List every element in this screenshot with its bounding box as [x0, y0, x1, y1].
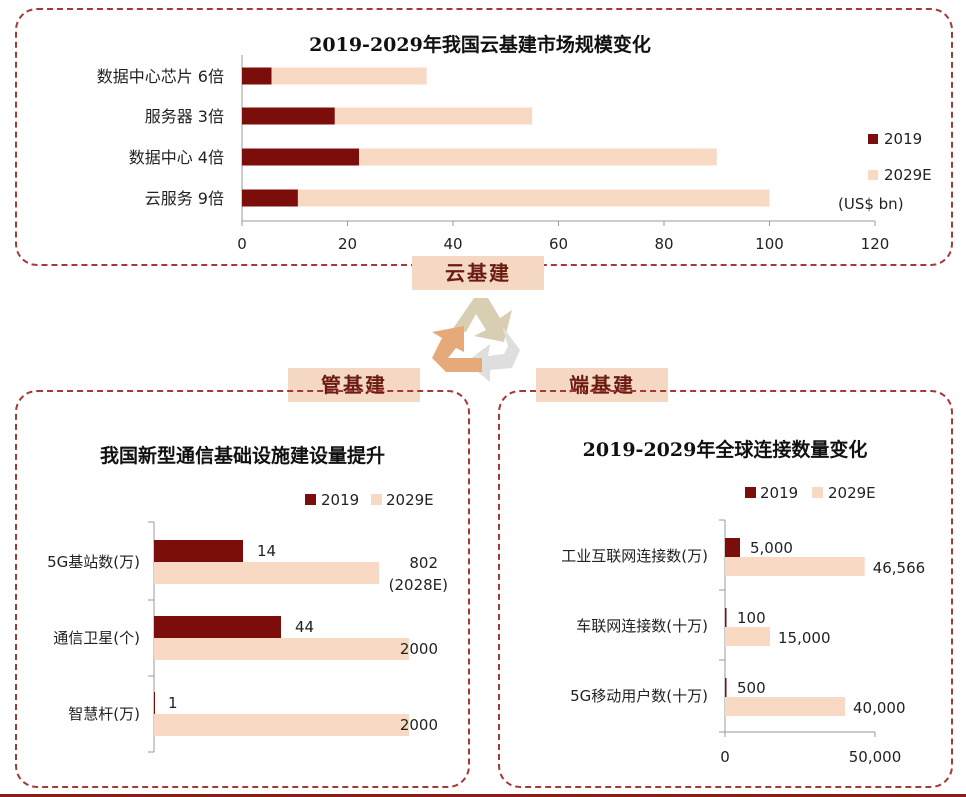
pipe-bar-2029e	[154, 638, 409, 660]
end-value-label-2019: 100	[737, 609, 766, 627]
pipe-value-note-2029e: (2028E)	[389, 576, 448, 594]
cloud-chart-title: 2019-2029年我国云基建市场规模变化	[309, 34, 651, 56]
end-bar-2029e	[725, 557, 865, 576]
cloud-x-tick-label: 20	[338, 235, 357, 253]
pipe-value-label-2019: 1	[168, 694, 178, 712]
cloud-x-tick-label: 80	[654, 235, 673, 253]
end-bar-2019	[725, 678, 727, 697]
end-value-label-2029e: 46,566	[873, 559, 926, 577]
recycle-arrow-left	[432, 326, 482, 372]
recycle-arrows-icon	[432, 298, 520, 382]
end-legend-swatch-2029e	[812, 487, 823, 498]
end-x-tick-label: 0	[720, 748, 730, 766]
pipe-legend-swatch-2019	[305, 494, 316, 505]
pipe-legend-label-2029e: 2029E	[386, 491, 434, 509]
cloud-category-label: 云服务 9倍	[145, 189, 224, 208]
cloud-x-tick-label: 40	[443, 235, 462, 253]
pipe-bar-2029e	[154, 562, 379, 584]
end-bar-2019	[725, 538, 740, 557]
pipe-category-label: 智慧杆(万)	[68, 705, 140, 723]
cloud-category-label: 数据中心芯片 6倍	[97, 67, 224, 86]
end-panel	[498, 390, 953, 788]
cloud-bar-2019	[242, 107, 335, 125]
end-category-label: 5G移动用户数(十万)	[570, 687, 708, 705]
pipe-infra-tag: 管基建	[288, 368, 420, 402]
bottom-rule	[0, 794, 966, 797]
pipe-category-label: 通信卫星(个)	[53, 629, 140, 647]
end-bar-2029e	[725, 627, 770, 646]
cloud-legend-swatch-2019	[868, 134, 878, 144]
end-legend-label-2029e: 2029E	[828, 484, 876, 502]
pipe-value-label-2029e: 2000	[400, 716, 438, 734]
pipe-value-label-2019: 14	[257, 542, 276, 560]
pipe-legend-swatch-2029e	[371, 494, 382, 505]
cloud-legend-swatch-2029e	[868, 170, 878, 180]
end-legend-label-2019: 2019	[760, 484, 798, 502]
cloud-bar-2029e	[359, 148, 717, 166]
cloud-category-label: 数据中心 4倍	[129, 148, 224, 167]
end-value-label-2019: 500	[737, 679, 766, 697]
cloud-x-tick-label: 0	[237, 235, 247, 253]
end-category-label: 车联网连接数(十万)	[576, 617, 708, 635]
cloud-unit-label: (US$ bn)	[838, 195, 904, 213]
cloud-bar-2029e	[297, 189, 770, 207]
cloud-x-tick-label: 120	[861, 235, 890, 253]
pipe-bar-2019	[154, 692, 155, 714]
end-category-label: 工业互联网连接数(万)	[561, 547, 708, 565]
cloud-x-tick-label: 100	[755, 235, 784, 253]
pipe-category-label: 5G基站数(万)	[47, 553, 140, 571]
pipe-value-label-2029e: 802	[409, 554, 438, 572]
pipe-chart-title: 我国新型通信基础设施建设量提升	[99, 445, 385, 467]
pipe-legend-label-2019: 2019	[321, 491, 359, 509]
pipe-value-label-2029e: 2000	[400, 640, 438, 658]
pipe-bar-2019	[154, 540, 243, 562]
pipe-chart: 2019 2029E 5G基站数(万) 14 802 (2028E) 通信卫星(个) 44 20…	[47, 491, 448, 753]
end-value-label-2019: 5,000	[750, 539, 793, 557]
cloud-x-tick-label: 60	[549, 235, 568, 253]
cloud-bar-2019	[242, 189, 298, 207]
cloud-legend-label-2019: 2019	[884, 130, 922, 148]
pipe-bar-2019	[154, 616, 281, 638]
cloud-bar-2029e	[334, 107, 533, 125]
cloud-infra-tag: 云基建	[412, 256, 544, 290]
end-value-label-2029e: 40,000	[853, 699, 906, 717]
cloud-bar-2019	[242, 148, 360, 166]
end-chart-title: 2019-2029年全球连接数量变化	[582, 439, 868, 461]
end-bar-2029e	[725, 697, 845, 716]
end-legend-swatch-2019	[745, 487, 756, 498]
end-infra-tag: 端基建	[536, 368, 668, 402]
end-value-label-2029e: 15,000	[778, 629, 831, 647]
pipe-bar-2029e	[154, 714, 409, 736]
recycle-arrow-top	[452, 298, 512, 342]
cloud-bar-2029e	[271, 67, 427, 85]
cloud-legend-label-2029e: 2029E	[884, 166, 932, 184]
end-x-tick-label: 50,000	[849, 748, 902, 766]
cloud-category-label: 服务器 3倍	[145, 107, 224, 126]
pipe-panel	[15, 390, 470, 788]
cloud-bar-2019	[242, 67, 272, 85]
pipe-value-label-2019: 44	[295, 618, 314, 636]
end-bar-2019	[725, 608, 727, 627]
